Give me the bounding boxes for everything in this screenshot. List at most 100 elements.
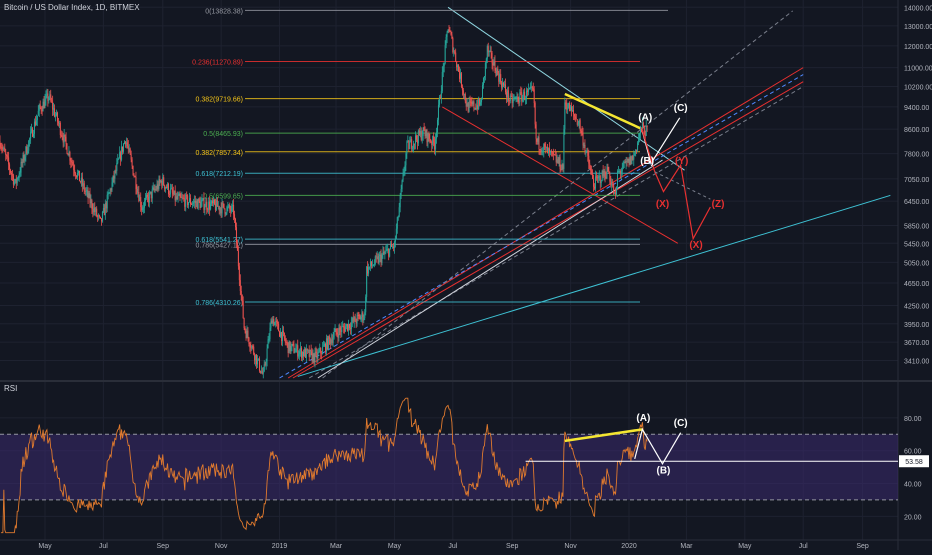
candle (279, 330, 281, 337)
candle-body (182, 197, 184, 199)
candle-body (459, 71, 461, 79)
candle (314, 347, 316, 368)
candle (531, 85, 533, 91)
candle-body (226, 207, 228, 214)
candle-body (396, 217, 398, 229)
time-axis: May Jul Sep Nov 2019 Mar May Jul Sep Nov 2020 Mar Ma… (38, 543, 869, 550)
candle (22, 152, 24, 168)
candle (414, 131, 416, 150)
candle (115, 165, 117, 174)
candle-body (494, 61, 496, 71)
candle-body (97, 216, 99, 217)
candle-body (645, 125, 647, 136)
candle (212, 197, 214, 207)
candle-body (22, 154, 24, 164)
candle (565, 100, 567, 110)
candle (71, 157, 73, 168)
candle-body (201, 199, 203, 203)
candle-body (168, 194, 170, 195)
candle-body (407, 140, 409, 142)
candle (208, 197, 210, 214)
candle (1, 142, 3, 154)
candle (85, 187, 87, 196)
candle-body (415, 135, 417, 140)
candle (55, 111, 57, 122)
candle-body (412, 148, 414, 150)
candle (514, 96, 516, 100)
candle (384, 250, 386, 260)
rsi-current-value: 53.58 (905, 459, 923, 466)
candle-body (454, 51, 456, 53)
candle-body (133, 175, 135, 177)
candle-body (199, 201, 201, 208)
candle (483, 76, 485, 83)
candle-body (386, 249, 388, 251)
candle (245, 328, 247, 341)
candle (413, 140, 415, 153)
candle (482, 77, 484, 89)
candle-body (613, 185, 615, 194)
candle (371, 259, 373, 269)
candle-body (43, 101, 45, 108)
candle (182, 194, 184, 200)
candle (38, 103, 40, 118)
candle-body (218, 206, 220, 211)
candle (593, 174, 595, 192)
candle-body (112, 175, 114, 183)
candle (524, 88, 526, 101)
candle (356, 312, 358, 327)
candle (485, 57, 487, 69)
candle-body (266, 348, 268, 362)
candle (219, 207, 221, 216)
candle-body (259, 370, 261, 373)
candle-body (535, 124, 537, 139)
candle-body (485, 58, 487, 63)
candle (573, 113, 575, 121)
candle (564, 97, 566, 135)
candle (493, 57, 495, 66)
candle-body (142, 208, 144, 211)
candle (308, 345, 310, 361)
candle-body (401, 180, 403, 190)
candle-body (23, 154, 25, 161)
candle (100, 218, 102, 226)
candle-body (366, 266, 368, 297)
candle (588, 149, 590, 170)
candle-body (238, 266, 240, 281)
candle (420, 127, 422, 142)
candle-body (583, 144, 585, 146)
candle-body (631, 155, 633, 165)
candle-body (225, 213, 227, 215)
rsi-tick-label: 60.00 (904, 449, 922, 456)
candle-body (200, 202, 202, 208)
candle (495, 67, 497, 78)
candle (202, 197, 204, 201)
candle-body (637, 142, 639, 151)
candle-body (381, 255, 383, 263)
wave-label: (X) (689, 240, 702, 251)
candle-body (260, 371, 262, 373)
rsi-wave-label: (A) (636, 413, 650, 424)
candle (365, 294, 367, 316)
candle (637, 141, 639, 153)
candle-body (556, 159, 558, 163)
candle-body (325, 343, 327, 352)
rsi-current-badge (899, 455, 929, 468)
candle (443, 62, 445, 73)
candle-body (457, 65, 459, 68)
candle-body (484, 62, 486, 77)
candle (616, 169, 618, 190)
price-tick-label: 13000.00 (904, 24, 932, 31)
candle (229, 202, 231, 214)
candle (636, 149, 638, 154)
grey-dashed-upper (322, 10, 793, 379)
candle-body (514, 97, 516, 99)
candle-body (159, 179, 161, 182)
candle (260, 365, 262, 374)
candle-body (117, 159, 119, 164)
candle (42, 98, 44, 112)
candle (320, 347, 322, 359)
candle-body (297, 345, 299, 357)
candle (623, 160, 625, 169)
